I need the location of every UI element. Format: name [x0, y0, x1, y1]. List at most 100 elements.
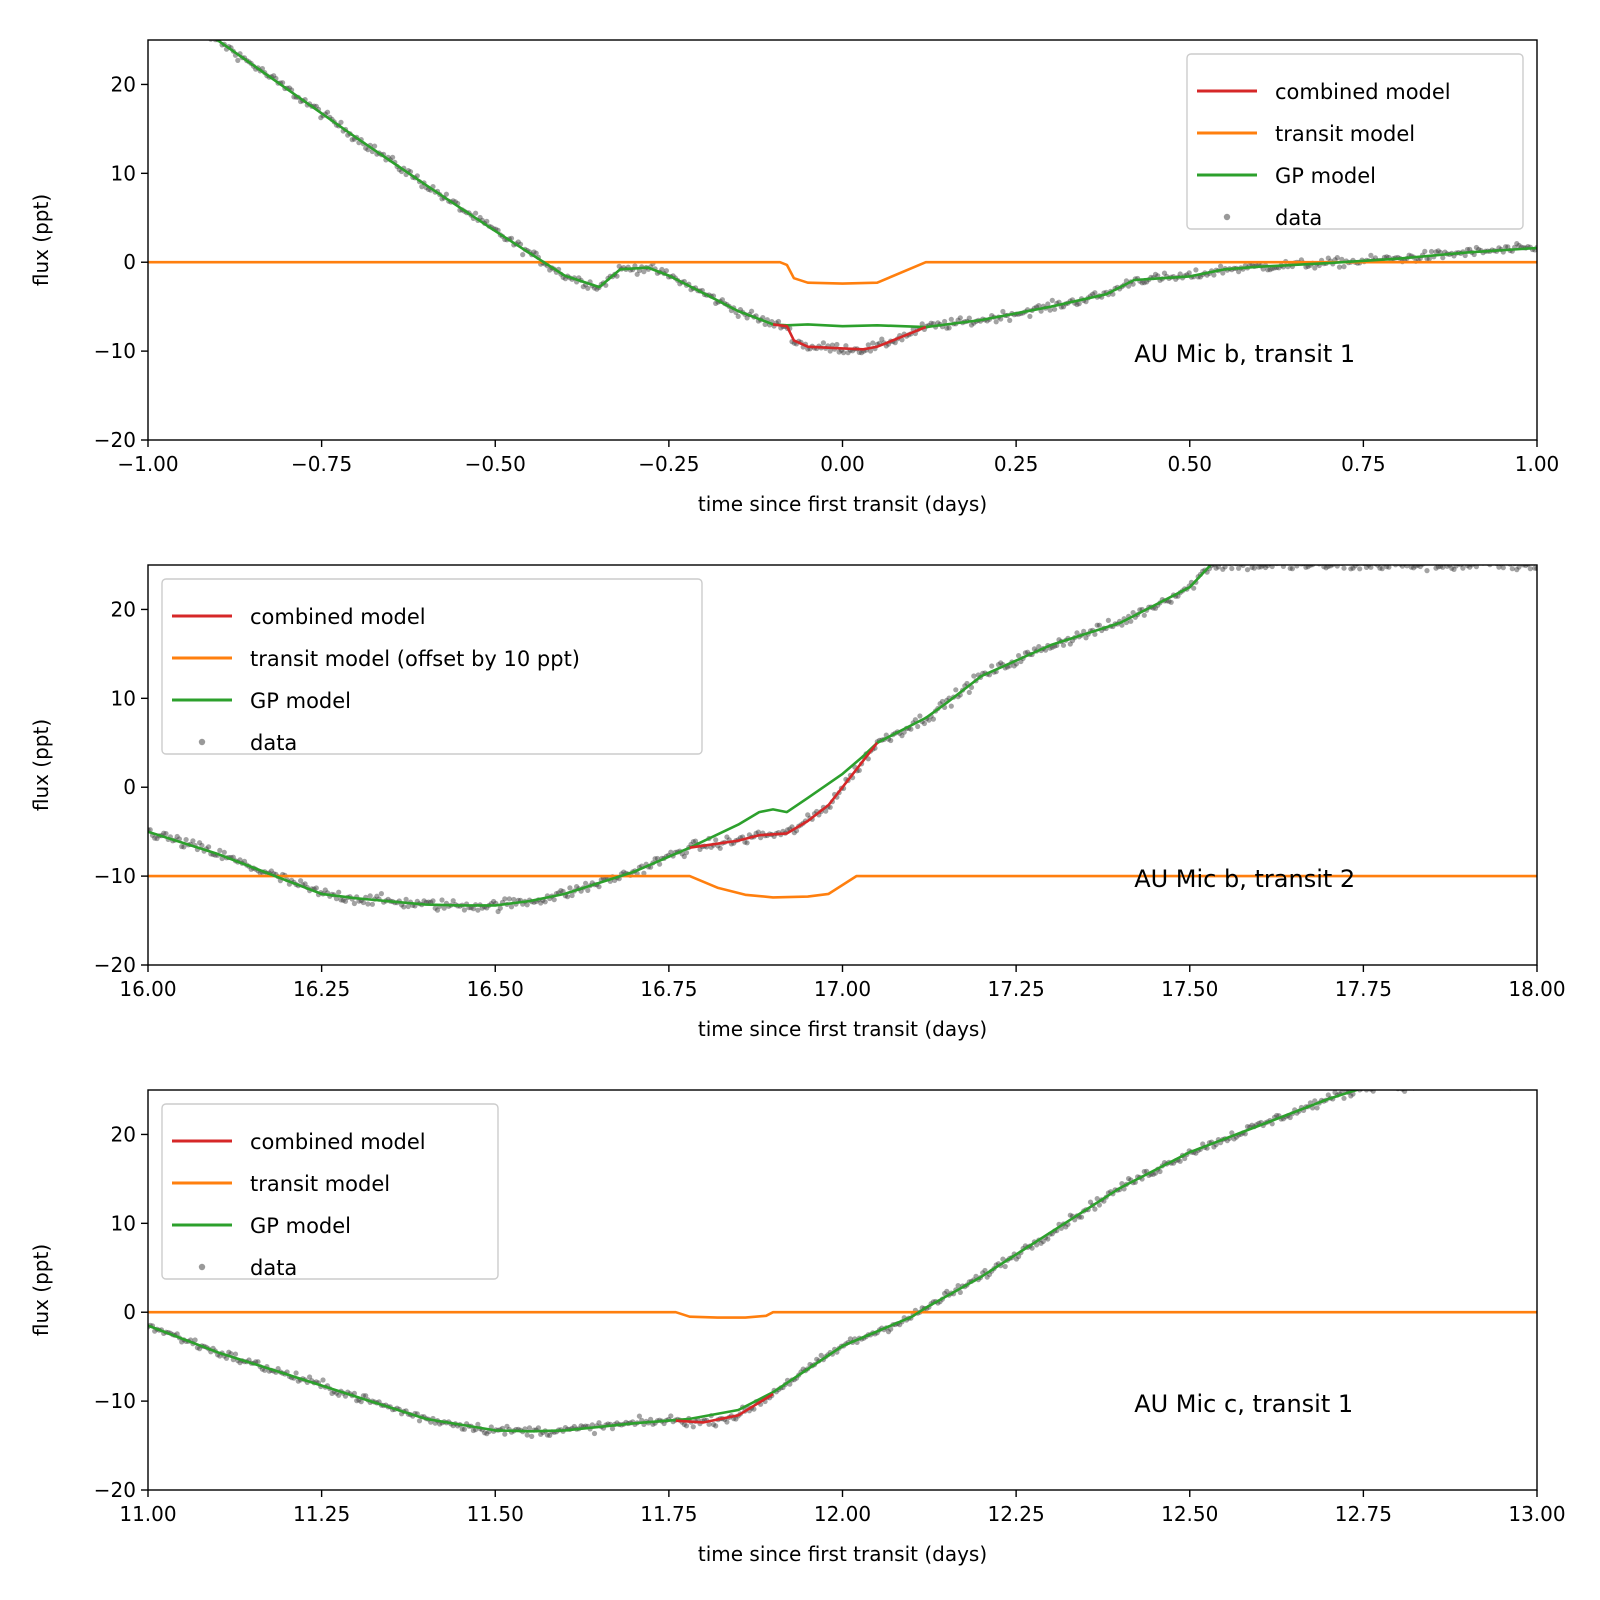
data-point — [683, 1423, 690, 1429]
data-point — [1220, 270, 1226, 276]
data-point — [1428, 248, 1435, 255]
data-point — [1429, 1082, 1434, 1087]
data-point — [363, 1393, 369, 1399]
data-point — [1404, 1079, 1409, 1084]
data-point — [1303, 264, 1309, 270]
data-point — [336, 1392, 342, 1398]
data-point — [1254, 558, 1259, 563]
data-point — [955, 1283, 961, 1289]
data-point — [360, 899, 366, 906]
data-point — [946, 325, 952, 331]
data-point — [1332, 1090, 1338, 1095]
y-tick-label: −20 — [94, 1478, 136, 1502]
data-point — [533, 250, 539, 256]
x-tick-label: 13.00 — [1508, 1502, 1565, 1526]
data-point — [1433, 565, 1439, 571]
data-point — [421, 898, 427, 904]
data-point — [1527, 566, 1533, 572]
x-tick-label: 16.75 — [640, 977, 697, 1001]
y-tick-label: −20 — [94, 953, 136, 977]
data-point — [1413, 565, 1419, 569]
y-tick-label: 20 — [111, 1122, 136, 1146]
data-point — [1092, 1206, 1098, 1212]
data-point — [1424, 1085, 1429, 1090]
data-point — [1373, 1082, 1378, 1087]
data-point — [1027, 313, 1033, 319]
data-point — [1467, 246, 1473, 252]
data-point — [271, 73, 277, 79]
data-point — [1081, 628, 1087, 635]
data-point — [538, 900, 544, 906]
data-point — [690, 839, 696, 845]
data-point — [163, 7, 168, 12]
x-tick-label: 12.75 — [1335, 1502, 1392, 1526]
data-point — [318, 115, 324, 121]
data-point — [1031, 646, 1037, 652]
data-point — [1404, 565, 1410, 569]
data-point — [1444, 565, 1450, 569]
data-point — [1407, 558, 1412, 563]
data-point — [1532, 565, 1537, 571]
data-point — [434, 907, 441, 913]
legend-marker-data — [1223, 213, 1231, 221]
data-point — [1519, 1084, 1524, 1089]
data-point — [1422, 248, 1428, 254]
data-point — [641, 269, 647, 275]
data-point — [1325, 565, 1331, 569]
data-point — [820, 340, 827, 346]
data-point — [683, 850, 690, 856]
data-point — [1514, 1084, 1519, 1089]
data-point — [1453, 565, 1459, 569]
data-point — [1074, 301, 1080, 308]
data-point — [1007, 317, 1013, 323]
data-point — [921, 720, 928, 727]
data-point — [1519, 557, 1524, 562]
data-point — [1496, 565, 1502, 570]
data-point — [1287, 565, 1293, 571]
data-point — [805, 812, 811, 818]
data-point — [1067, 1212, 1073, 1218]
data-point — [351, 900, 357, 907]
data-point — [208, 40, 214, 42]
data-point — [1456, 1082, 1461, 1087]
data-point — [930, 716, 937, 722]
data-point — [596, 1420, 602, 1426]
data-point — [589, 1422, 595, 1428]
data-point — [957, 1289, 963, 1295]
data-point — [1516, 565, 1522, 570]
data-point — [531, 249, 537, 255]
data-point — [1402, 1090, 1408, 1094]
data-point — [1487, 1084, 1492, 1089]
data-point — [879, 336, 885, 342]
data-point — [320, 1377, 326, 1383]
data-point — [948, 703, 954, 709]
data-point — [482, 1430, 488, 1436]
data-point — [174, 833, 180, 840]
legend-label: combined model — [250, 1130, 426, 1154]
data-point — [416, 1418, 423, 1424]
data-point — [1514, 567, 1520, 573]
data-point — [926, 717, 932, 723]
data-point — [1359, 558, 1364, 563]
data-point — [1398, 1082, 1403, 1087]
data-point — [867, 348, 874, 354]
data-point — [322, 887, 328, 893]
data-point — [1243, 559, 1248, 564]
data-point — [1469, 1084, 1474, 1089]
data-point — [1229, 565, 1235, 572]
data-point — [1074, 630, 1080, 636]
legend-label: combined model — [250, 605, 426, 629]
legend-label: GP model — [250, 689, 351, 713]
data-point — [1334, 255, 1340, 261]
data-point — [724, 834, 730, 840]
data-point — [1011, 663, 1017, 669]
data-point — [1436, 1084, 1441, 1089]
data-point — [506, 896, 512, 902]
data-point — [1002, 1263, 1008, 1270]
x-tick-label: −0.50 — [465, 452, 526, 476]
data-point — [1036, 303, 1042, 309]
data-point — [221, 849, 227, 855]
data-point — [1411, 565, 1417, 571]
x-tick-label: 12.50 — [1161, 1502, 1218, 1526]
